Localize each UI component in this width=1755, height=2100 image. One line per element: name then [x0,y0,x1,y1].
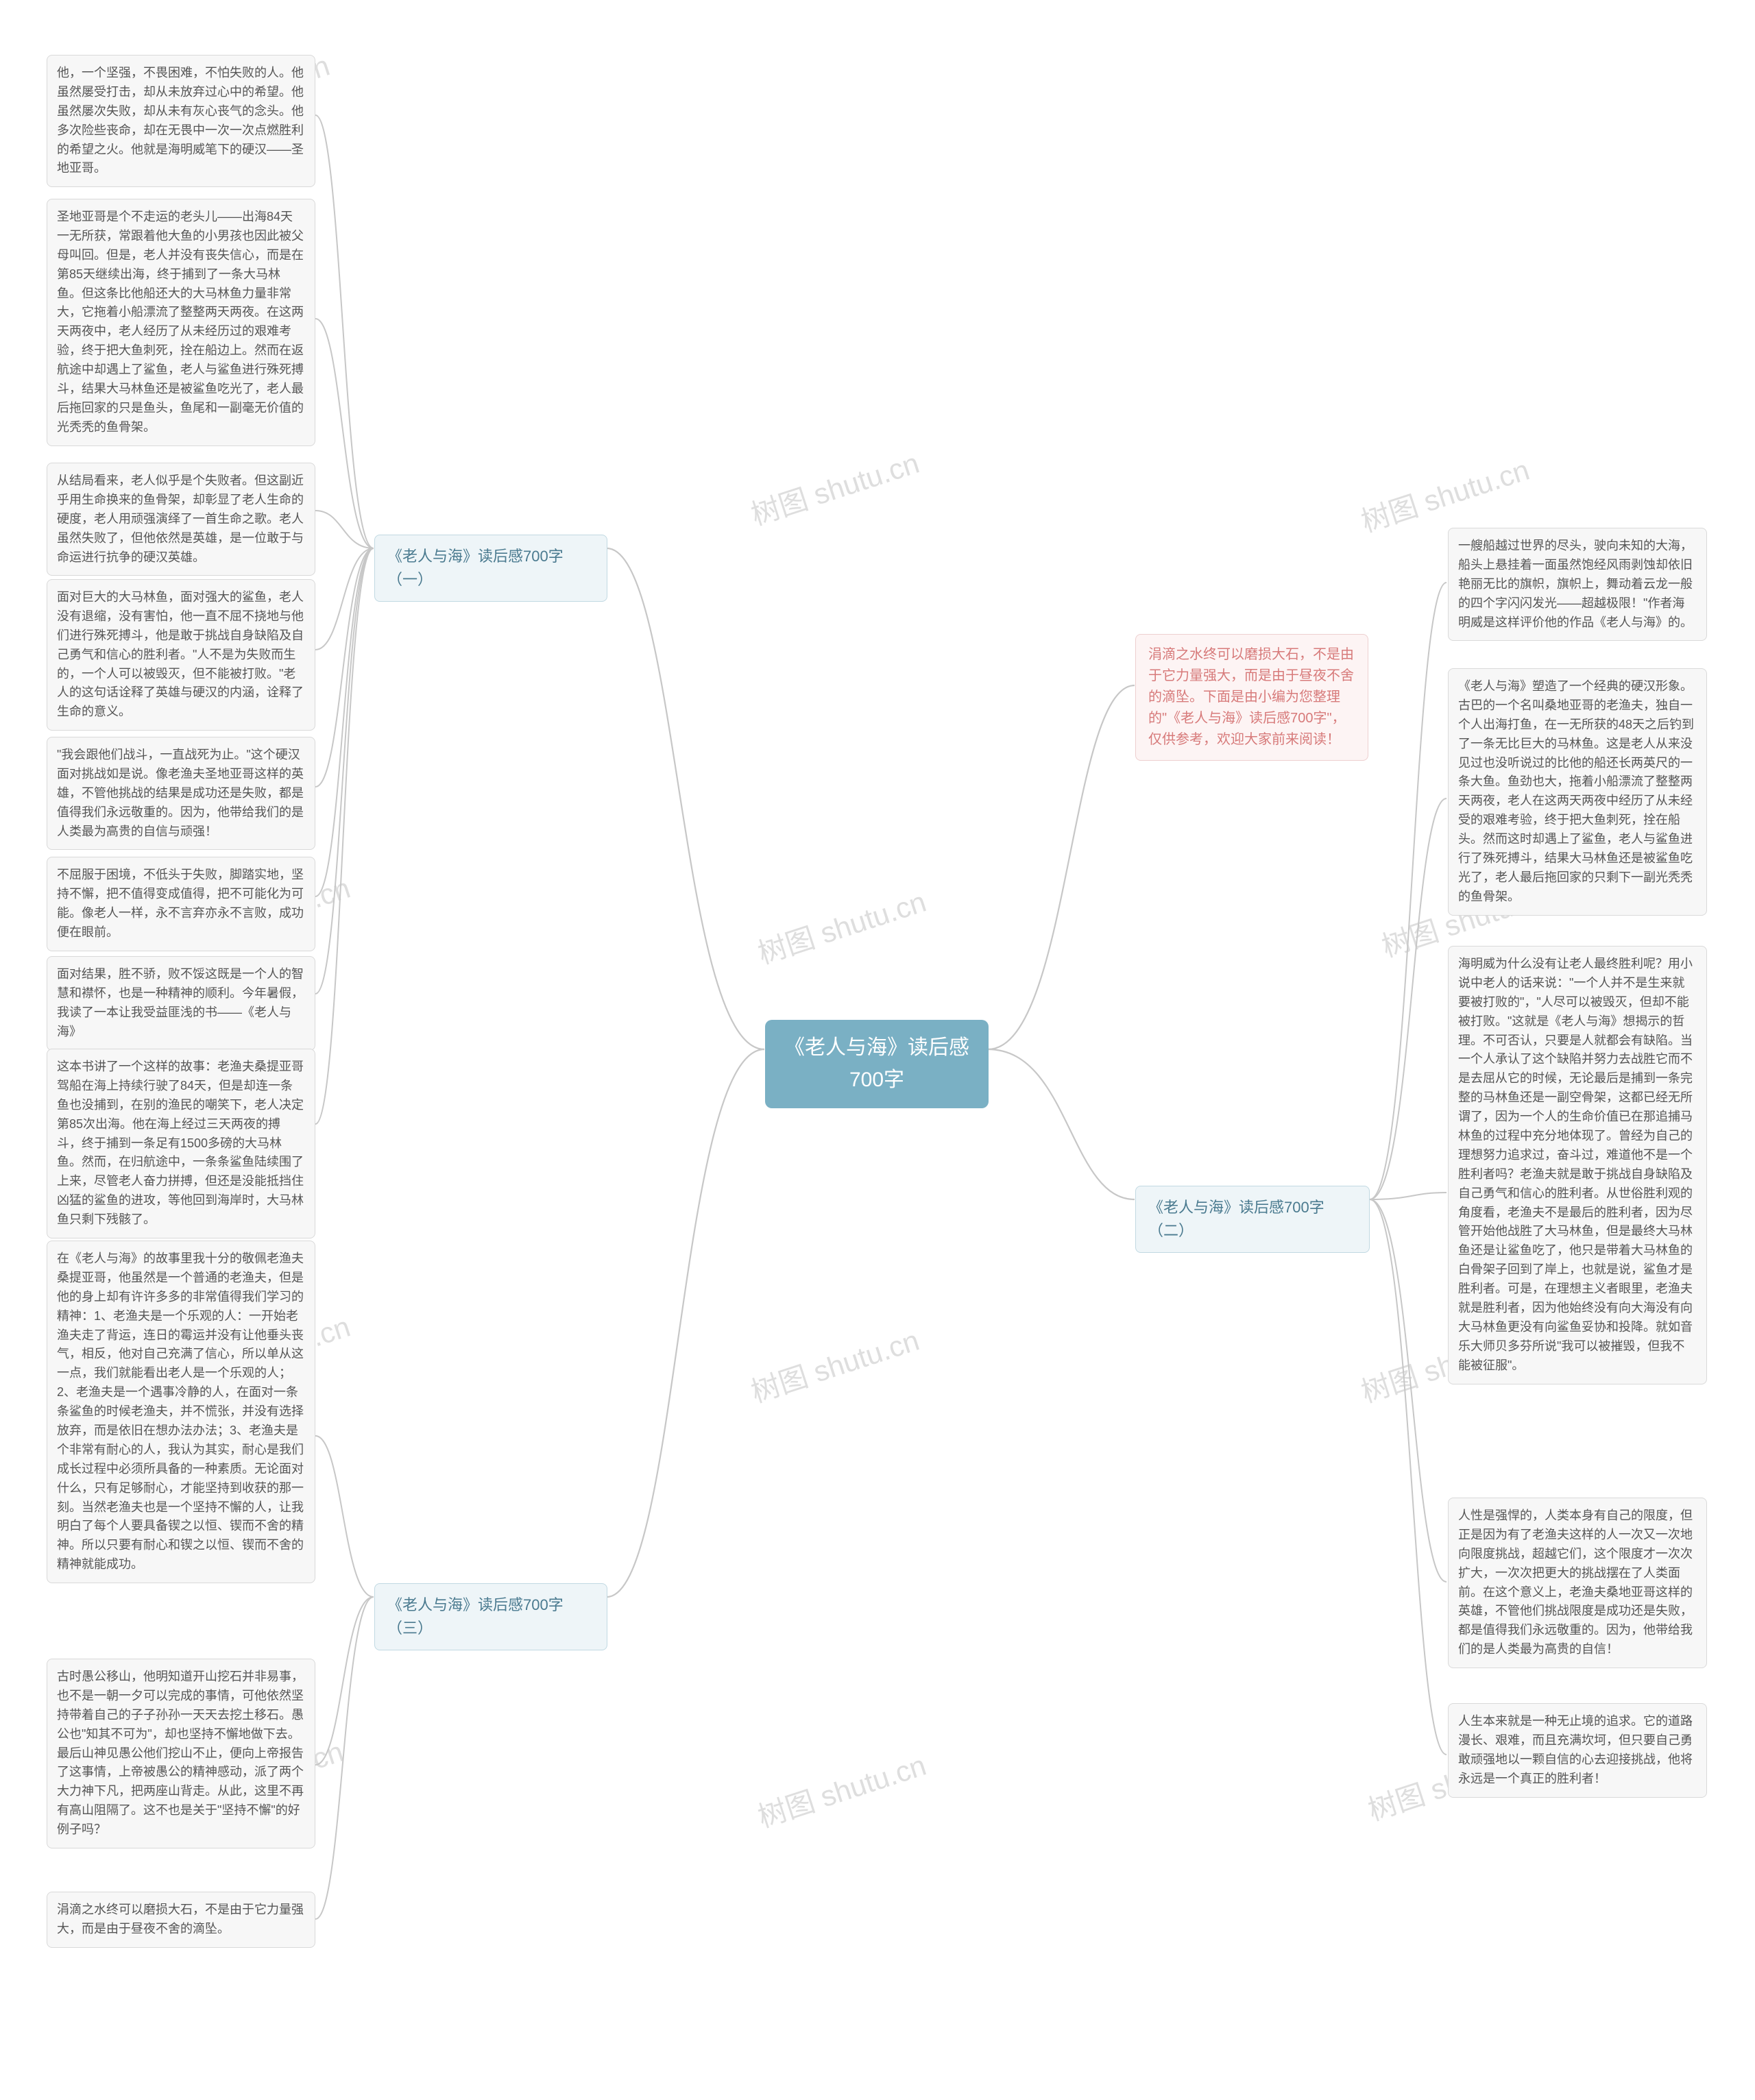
leaf-1-4[interactable]: 面对巨大的大马林鱼，面对强大的鲨鱼，老人没有退缩，没有害怕，他一直不屈不挠地与他… [47,579,315,731]
leaf-1-1-text: 他，一个坚强，不畏困难，不怕失败的人。他虽然屡受打击，却从未放弃过心中的希望。他… [57,66,304,175]
branch-3[interactable]: 《老人与海》读后感700字（三） [374,1583,607,1650]
leaf-1-2-text: 圣地亚哥是个不走运的老头儿——出海84天一无所获，常跟着他大鱼的小男孩也因此被父… [57,210,304,434]
intro-text: 涓滴之水终可以磨损大石，不是由于它力量强大，而是由于昼夜不舍的滴坠。下面是由小编… [1148,647,1354,747]
watermark-3: 树图 shutu.cn [1355,447,1534,541]
center-node[interactable]: 《老人与海》读后感700字 [765,1020,989,1108]
leaf-3-2[interactable]: 古时愚公移山，他明知道开山挖石并非易事，也不是一朝一夕可以完成的事情，可他依然坚… [47,1659,315,1848]
leaf-3-1[interactable]: 在《老人与海》的故事里我十分的敬佩老渔夫桑提亚哥，他虽然是一个普通的老渔夫，但是… [47,1241,315,1583]
center-title: 《老人与海》读后感700字 [784,1036,969,1091]
leaf-2-2[interactable]: 《老人与海》塑造了一个经典的硬汉形象。古巴的一个名叫桑地亚哥的老渔夫，独自一个人… [1448,668,1707,916]
watermark-5: 树图 shutu.cn [752,879,931,973]
leaf-1-2[interactable]: 圣地亚哥是个不走运的老头儿——出海84天一无所获，常跟着他大鱼的小男孩也因此被父… [47,199,315,446]
leaf-1-8-text: 这本书讲了一个这样的故事：老渔夫桑提亚哥驾船在海上持续行驶了84天，但是却连一条… [57,1060,304,1226]
leaf-1-3-text: 从结局看来，老人似乎是个失败者。但这副近乎用生命换来的鱼骨架，却彰显了老人生命的… [57,474,304,564]
leaf-2-4[interactable]: 人性是强悍的，人类本身有自己的限度，但正是因为有了老渔夫这样的人一次又一次地向限… [1448,1498,1707,1668]
leaf-1-1[interactable]: 他，一个坚强，不畏困难，不怕失败的人。他虽然屡受打击，却从未放弃过心中的希望。他… [47,55,315,187]
leaf-2-5-text: 人生本来就是一种无止境的追求。它的道路漫长、艰难，而且充满坎坷，但只要自己勇敢顽… [1458,1714,1693,1785]
leaf-1-4-text: 面对巨大的大马林鱼，面对强大的鲨鱼，老人没有退缩，没有害怕，他一直不屈不挠地与他… [57,590,304,718]
leaf-1-6-text: 不屈服于困境，不低头于失败，脚踏实地，坚持不懈，把不值得变成值得，把不可能化为可… [57,868,304,939]
leaf-3-1-text: 在《老人与海》的故事里我十分的敬佩老渔夫桑提亚哥，他虽然是一个普通的老渔夫，但是… [57,1252,304,1571]
leaf-3-3-text: 涓滴之水终可以磨损大石，不是由于它力量强大，而是由于昼夜不舍的滴坠。 [57,1903,304,1936]
branch-2-label: 《老人与海》读后感700字（二） [1148,1199,1324,1239]
leaf-2-5[interactable]: 人生本来就是一种无止境的追求。它的道路漫长、艰难，而且充满坎坷，但只要自己勇敢顽… [1448,1703,1707,1798]
leaf-1-6[interactable]: 不屈服于困境，不低头于失败，脚踏实地，坚持不懈，把不值得变成值得，把不可能化为可… [47,857,315,951]
leaf-2-1-text: 一艘船越过世界的尽头，驶向未知的大海，船头上悬挂着一面虽然饱经风雨剥蚀却依旧艳丽… [1458,539,1693,629]
watermark-2: 树图 shutu.cn [745,440,924,534]
leaf-3-2-text: 古时愚公移山，他明知道开山挖石并非易事，也不是一朝一夕可以完成的事情，可他依然坚… [57,1670,304,1836]
branch-3-label: 《老人与海》读后感700字（三） [387,1596,564,1637]
leaf-1-3[interactable]: 从结局看来，老人似乎是个失败者。但这副近乎用生命换来的鱼骨架，却彰显了老人生命的… [47,463,315,576]
watermark-8: 树图 shutu.cn [745,1317,924,1411]
leaf-1-5-text: "我会跟他们战斗，一直战死为止。"这个硬汉面对挑战如是说。像老渔夫圣地亚哥这样的… [57,748,304,838]
leaf-1-8[interactable]: 这本书讲了一个这样的故事：老渔夫桑提亚哥驾船在海上持续行驶了84天，但是却连一条… [47,1049,315,1238]
branch-1[interactable]: 《老人与海》读后感700字（一） [374,535,607,602]
leaf-2-4-text: 人性是强悍的，人类本身有自己的限度，但正是因为有了老渔夫这样的人一次又一次地向限… [1458,1509,1693,1656]
leaf-2-2-text: 《老人与海》塑造了一个经典的硬汉形象。古巴的一个名叫桑地亚哥的老渔夫，独自一个人… [1458,679,1694,903]
branch-1-label: 《老人与海》读后感700字（一） [387,548,564,588]
leaf-2-3-text: 海明威为什么没有让老人最终胜利呢？用小说中老人的话来说："一个人并不是生来就要被… [1458,957,1693,1372]
leaf-1-7[interactable]: 面对结果，胜不骄，败不馁这既是一个人的智慧和襟怀，也是一种精神的顺利。今年暑假，… [47,956,315,1051]
leaf-3-3[interactable]: 涓滴之水终可以磨损大石，不是由于它力量强大，而是由于昼夜不舍的滴坠。 [47,1892,315,1948]
leaf-2-3[interactable]: 海明威为什么没有让老人最终胜利呢？用小说中老人的话来说："一个人并不是生来就要被… [1448,946,1707,1384]
intro-node[interactable]: 涓滴之水终可以磨损大石，不是由于它力量强大，而是由于昼夜不舍的滴坠。下面是由小编… [1135,634,1368,761]
leaf-1-5[interactable]: "我会跟他们战斗，一直战死为止。"这个硬汉面对挑战如是说。像老渔夫圣地亚哥这样的… [47,737,315,850]
leaf-1-7-text: 面对结果，胜不骄，败不馁这既是一个人的智慧和襟怀，也是一种精神的顺利。今年暑假，… [57,967,304,1038]
leaf-2-1[interactable]: 一艘船越过世界的尽头，驶向未知的大海，船头上悬挂着一面虽然饱经风雨剥蚀却依旧艳丽… [1448,528,1707,641]
watermark-11: 树图 shutu.cn [752,1742,931,1836]
branch-2[interactable]: 《老人与海》读后感700字（二） [1135,1186,1370,1253]
